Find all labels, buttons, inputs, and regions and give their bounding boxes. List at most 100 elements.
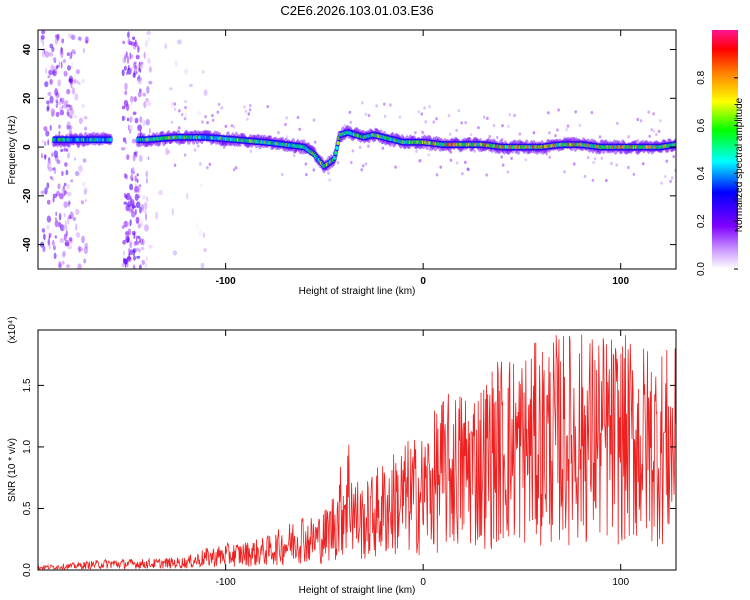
spectrogram-noise-cell [202, 232, 206, 239]
spectrogram-noise-cell [137, 45, 140, 53]
spectrogram-ridge-cell [109, 137, 113, 142]
spectrogram-noise-cell [126, 222, 130, 227]
spectrogram-noise-cell [56, 33, 60, 41]
spectrogram-noise-cell [132, 36, 136, 41]
spectrogram-noise-cell [140, 238, 144, 246]
spectrogram-noise-cell [232, 168, 236, 172]
spectrogram-noise-cell [66, 148, 69, 152]
spectrogram-noise-cell [304, 162, 308, 166]
spectrogram-noise-cell [158, 189, 163, 196]
spectrogram-noise-cell [284, 122, 287, 127]
spectrogram-noise-cell [58, 261, 61, 265]
spectrogram-noise-cell [211, 113, 214, 118]
spectrogram-noise-cell [146, 85, 150, 94]
spectrogram-noise-cell [140, 61, 143, 70]
spectrogram-noise-cell [66, 104, 71, 108]
spectrogram-noise-cell [50, 64, 54, 71]
spectrogram-noise-cell [44, 51, 50, 58]
spectrogram-noise-cell [632, 172, 636, 176]
spectrogram-noise-cell [650, 128, 653, 132]
spectrogram-noise-cell [46, 182, 50, 189]
spectrogram-noise-cell [672, 155, 675, 159]
spectrogram-noise-cell [139, 208, 145, 213]
spectrogram-noise-cell [202, 70, 205, 74]
spectrogram-noise-cell [66, 264, 70, 268]
spectrogram-noise-cell [56, 66, 58, 70]
x-tick-label: -100 [216, 276, 236, 287]
spectrogram-noise-cell [53, 252, 57, 259]
spectrogram-noise-cell [51, 152, 54, 157]
spectrogram-noise-cell [135, 201, 141, 209]
spectrogram-x-label: Height of straight line (km) [299, 286, 416, 297]
spectrogram-noise-cell [569, 137, 573, 141]
spectrogram-noise-cell [58, 130, 61, 136]
spectrogram-noise-cell [139, 116, 143, 123]
spectrogram-noise-cell [248, 108, 252, 112]
spectrogram-noise-cell [506, 170, 510, 174]
spectrogram-noise-cell [46, 225, 50, 230]
spectrogram-noise-cell [148, 244, 153, 249]
spectrogram-noise-cell [146, 177, 148, 184]
spectrogram-noise-cell [47, 160, 52, 166]
spectrogram-noise-cell [501, 163, 505, 167]
spectrogram-noise-cell [128, 247, 130, 254]
spectrogram-noise-cell [546, 139, 550, 143]
spectrogram-noise-cell [66, 124, 70, 130]
spectrogram-noise-cell [79, 36, 82, 42]
colorbar-label: Normalized spectral amplitude [734, 97, 745, 232]
y-tick-label: 1.0 [22, 440, 33, 454]
spectrogram-noise-cell [665, 159, 669, 163]
spectrogram-noise-cell [381, 146, 385, 150]
spectrogram-noise-cell [134, 151, 138, 158]
spectrogram-noise-cell [173, 102, 176, 106]
spectrogram-noise-cell [44, 81, 49, 88]
spectrogram-noise-cell [141, 204, 144, 211]
spectrogram-noise-cell [130, 199, 135, 207]
spectrogram-noise-cell [53, 150, 59, 158]
spectrogram-noise-cell [435, 117, 438, 121]
spectrogram-noise-cell [68, 199, 70, 208]
spectrogram-noise-cell [63, 148, 67, 152]
spectrogram-noise-cell [501, 124, 504, 128]
snr-x-label: Height of straight line (km) [299, 585, 416, 596]
spectrogram-noise-cell [48, 244, 51, 250]
spectrogram-noise-cell [71, 34, 76, 41]
spectrogram-noise-cell [510, 156, 513, 160]
spectrogram-noise-cell [155, 211, 159, 220]
spectrogram-noise-cell [133, 96, 137, 103]
spectrogram-noise-cell [193, 148, 197, 152]
spectrogram-noise-cell [122, 239, 127, 245]
spectrogram-noise-cell [66, 142, 70, 147]
spectrogram-noise-cell [63, 233, 67, 241]
spectrogram-noise-cell [82, 181, 86, 187]
y-tick-label: 20 [22, 92, 33, 104]
spectrogram-noise-cell [170, 120, 174, 124]
spectrogram-plot-area [38, 30, 676, 269]
spectrogram-noise-cell [125, 231, 130, 239]
spectrogram-noise-cell [138, 249, 141, 253]
spectrogram-noise-cell [423, 106, 426, 110]
spectrogram-noise-cell [55, 111, 60, 118]
spectrogram-noise-cell [67, 216, 70, 225]
spectrogram-noise-cell [48, 232, 52, 236]
spectrogram-noise-cell [72, 217, 77, 221]
spectrogram-noise-cell [383, 102, 386, 106]
spectrogram-noise-cell [664, 175, 667, 179]
spectrogram-noise-cell [54, 219, 59, 228]
spectrogram-noise-cell [134, 185, 140, 193]
spectrogram-ridge-cell [335, 145, 339, 151]
spectrogram-noise-cell [361, 164, 365, 168]
spectrogram-noise-cell [84, 126, 87, 131]
spectrogram-noise-cell [81, 104, 85, 109]
spectrogram-noise-cell [125, 51, 128, 59]
spectrogram-noise-cell [591, 178, 595, 182]
spectrogram-noise-cell [183, 153, 187, 157]
y-tick-label: 0.0 [22, 563, 33, 577]
spectrogram-noise-cell [211, 118, 215, 122]
spectrogram-noise-cell [43, 126, 48, 132]
spectrogram-noise-cell [139, 130, 142, 137]
spectrogram-noise-cell [146, 30, 152, 36]
spectrogram-noise-cell [586, 156, 590, 160]
spectrogram-noise-cell [358, 145, 362, 149]
